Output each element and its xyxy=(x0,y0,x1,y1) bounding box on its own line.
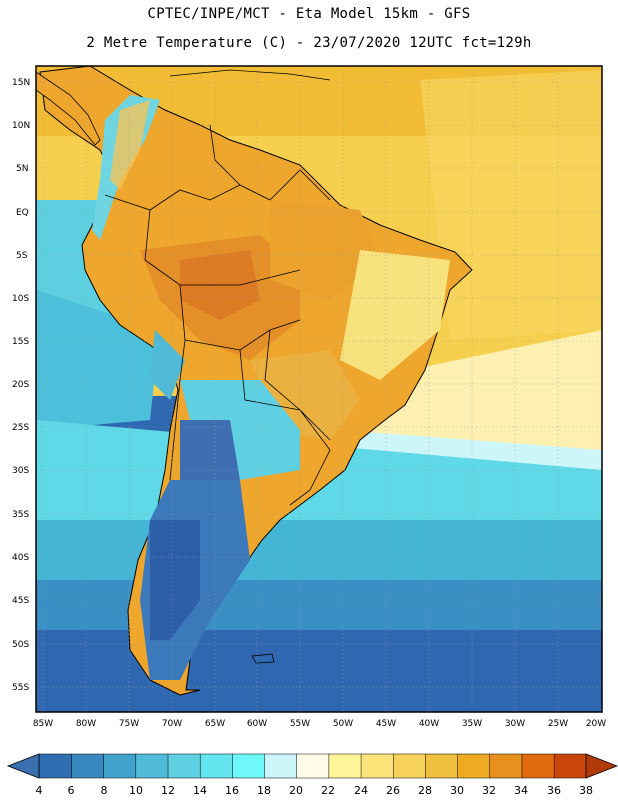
colorbar-swatch xyxy=(553,753,587,779)
colorbar-tick-label: 28 xyxy=(418,784,432,797)
colorbar-tick-label: 18 xyxy=(257,784,271,797)
colorbar-tick-label: 26 xyxy=(386,784,400,797)
colorbar-tick-label: 12 xyxy=(161,784,175,797)
lon-label: 80W xyxy=(76,719,96,729)
colorbar-tick-label: 32 xyxy=(482,784,496,797)
lat-label: 35S xyxy=(12,510,29,520)
lon-label: 20W xyxy=(586,719,606,729)
lat-label: 5S xyxy=(16,251,28,261)
colorbar-swatch xyxy=(296,753,330,779)
lon-label: 65W xyxy=(205,719,225,729)
lat-labels: 15N 10N 5N EQ 5S 10S 15S 20S 25S 30S 35S… xyxy=(12,78,30,693)
colorbar-tick-label: 10 xyxy=(129,784,143,797)
lat-label: 55S xyxy=(12,683,29,693)
lat-label: 10S xyxy=(12,294,29,304)
lon-label: 85W xyxy=(33,719,53,729)
colorbar-tick-label: 20 xyxy=(289,784,303,797)
colorbar-swatch xyxy=(231,753,265,779)
lon-label: 55W xyxy=(290,719,310,729)
lon-label: 75W xyxy=(119,719,139,729)
lat-label: 40S xyxy=(12,553,29,563)
colorbar-swatch xyxy=(38,753,72,779)
colorbar-swatch xyxy=(70,753,104,779)
colorbar-tick-label: 14 xyxy=(193,784,207,797)
colorbar-tick-label: 8 xyxy=(101,784,108,797)
colorbar-tick-label: 6 xyxy=(68,784,75,797)
colorbar-swatch xyxy=(521,753,555,779)
colorbar-swatch xyxy=(263,753,297,779)
lon-label: 30W xyxy=(505,719,525,729)
colorbar-over-arrow xyxy=(585,753,618,779)
colorbar-tick-label: 36 xyxy=(547,784,561,797)
lon-labels: 85W 80W 75W 70W 65W 60W 55W 50W 45W 40W … xyxy=(33,719,606,729)
colorbar-swatch xyxy=(167,753,201,779)
temperature-field xyxy=(36,66,602,712)
colorbar-swatch xyxy=(360,753,394,779)
chart-title-line2: 2 Metre Temperature (C) - 23/07/2020 12U… xyxy=(86,35,532,51)
colorbar-swatch xyxy=(103,753,137,779)
colorbar-tick-label: 34 xyxy=(514,784,528,797)
map-frame xyxy=(35,65,603,713)
country-borders xyxy=(104,124,331,506)
lat-label: 5N xyxy=(16,164,28,174)
colorbar-tick-label: 22 xyxy=(321,784,335,797)
chart-title-line1: CPTEC/INPE/MCT - Eta Model 15km - GFS xyxy=(147,6,471,22)
lon-label: 60W xyxy=(247,719,267,729)
colorbar-swatch xyxy=(489,753,523,779)
lat-label: 50S xyxy=(12,640,29,650)
colorbar-tick-label: 24 xyxy=(354,784,368,797)
colorbar xyxy=(6,753,618,779)
lat-label: 15N xyxy=(12,78,30,88)
lon-label: 40W xyxy=(419,719,439,729)
colorbar-tick-label: 16 xyxy=(225,784,239,797)
colorbar-swatch xyxy=(392,753,426,779)
colorbar-swatch xyxy=(135,753,169,779)
lon-label: 45W xyxy=(376,719,396,729)
lon-label: 70W xyxy=(162,719,182,729)
lat-label: 45S xyxy=(12,596,29,606)
colorbar-tick-label: 38 xyxy=(579,784,593,797)
lon-label: 35W xyxy=(462,719,482,729)
colorbar-tick-label: 4 xyxy=(36,784,43,797)
lat-label: 10N xyxy=(12,121,30,131)
colorbar-swatch xyxy=(199,753,233,779)
lat-label: 20S xyxy=(12,380,29,390)
lat-label: 30S xyxy=(12,466,29,476)
lat-label: 25S xyxy=(12,423,29,433)
colorbar-under-arrow xyxy=(6,753,40,779)
lat-label: 15S xyxy=(12,337,29,347)
lat-label: EQ xyxy=(16,208,29,218)
colorbar-swatch xyxy=(457,753,491,779)
colorbar-swatch xyxy=(424,753,458,779)
colorbar-swatch xyxy=(328,753,362,779)
colorbar-labels: 4 6 8 10 12 14 16 18 20 22 24 26 28 30 3… xyxy=(36,784,594,797)
lon-label: 25W xyxy=(548,719,568,729)
lon-label: 50W xyxy=(333,719,353,729)
colorbar-tick-label: 30 xyxy=(450,784,464,797)
